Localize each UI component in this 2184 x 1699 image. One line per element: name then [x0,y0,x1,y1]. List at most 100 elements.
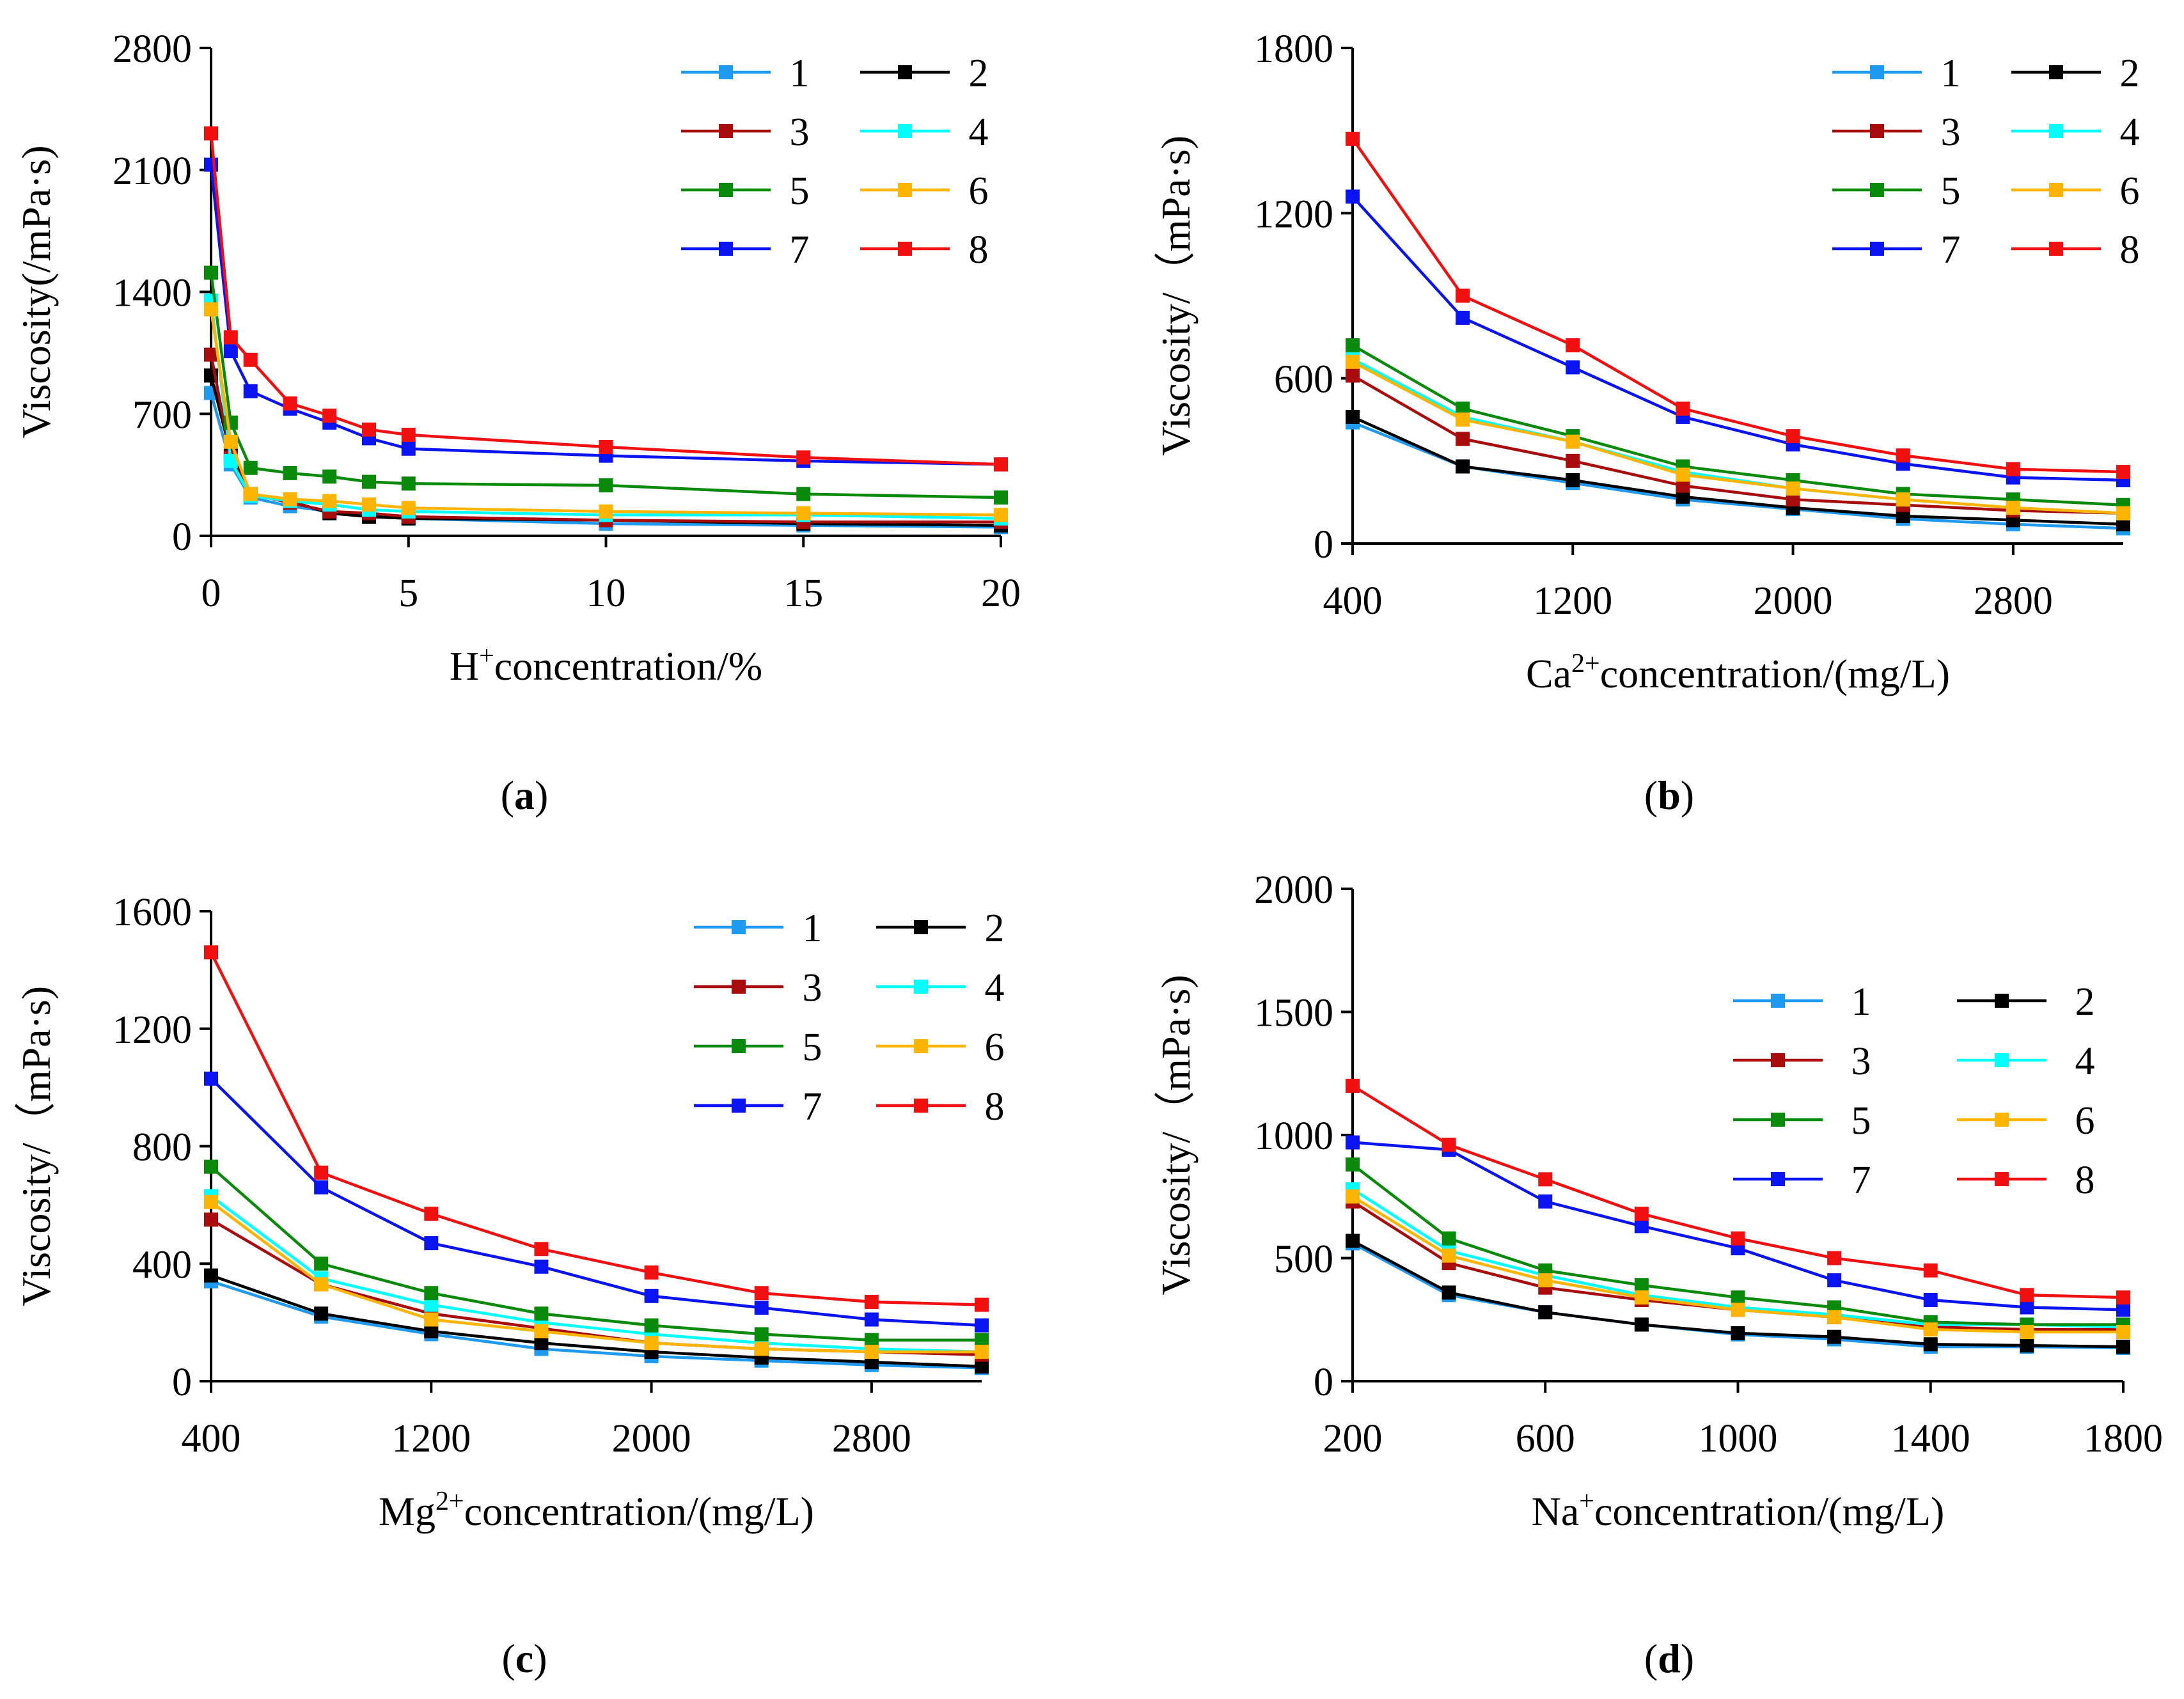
legend-marker-4 [914,980,928,994]
data-point-4 [223,453,238,468]
data-point-5 [864,1333,879,1347]
data-point-8 [864,1294,879,1309]
data-point-6 [362,497,376,512]
data-point-8 [599,440,613,455]
data-point-6 [1731,1303,1745,1317]
data-point-2 [2116,517,2130,531]
data-point-7 [401,441,416,456]
data-point-5 [975,1333,989,1347]
data-point-6 [754,1342,769,1356]
data-point-7 [1346,189,1360,204]
caption-letter: c [515,1636,533,1681]
caption-open: ( [1644,772,1658,818]
legend-label-4: 4 [2120,111,2140,154]
data-point-4 [424,1297,439,1312]
x-axis-label-charge: 2+ [436,1487,464,1516]
data-point-7 [1456,310,1470,325]
chart-panel-c: 0 400 800 1200 1600 400 1200 2000 2800 Viscosity/… [13,891,1005,1681]
data-point-5 [243,460,258,475]
data-point-5 [322,469,337,484]
series-line-1 [210,1280,982,1370]
x-axis-label-text: concentration/(mg/L) [1600,651,1950,696]
data-point-2 [1634,1317,1649,1332]
data-point-2 [1896,508,1910,523]
y-tick-label: 500 [1274,1238,1333,1281]
data-point-6 [322,494,337,508]
legend-marker-4 [1995,1053,2009,1067]
x-axis-label: Na+concentration/(mg/L) [1532,1487,1945,1534]
series-line-8 [1351,137,2124,474]
data-point-3 [1456,432,1470,446]
legend-label-7: 7 [803,1085,822,1129]
data-point-5 [424,1286,439,1301]
x-tick-label: 2000 [612,1417,691,1460]
x-tick-label: 20 [981,572,1021,615]
data-point-8 [1634,1207,1649,1221]
data-point-5 [401,476,416,491]
legend-marker-1 [719,65,733,79]
data-point-3 [1566,453,1580,468]
data-point-8 [644,1265,659,1280]
data-point-7 [1346,1135,1360,1150]
legend-marker-3 [719,124,733,138]
data-point-6 [1676,467,1690,482]
data-point-8 [2006,462,2020,476]
y-axis-label: Viscosity(/mPa·s) [13,145,59,438]
legend-marker-5 [732,1039,746,1053]
data-point-5 [1634,1278,1649,1292]
legend-marker-8 [914,1099,928,1113]
series-line-7 [210,1077,982,1327]
data-point-8 [1346,132,1360,146]
x-axis-label: H+concentration/% [450,641,762,689]
data-point-6 [1346,1189,1360,1204]
data-point-8 [401,427,416,442]
data-point-2 [1827,1329,1842,1344]
y-tick-label: 0 [172,515,192,559]
y-tick-label: 1200 [1254,192,1333,236]
series-line-8 [209,951,982,1306]
data-point-7 [1634,1219,1649,1233]
series-line-7 [209,164,1002,466]
data-point-7 [975,1318,989,1333]
legend-marker-1 [732,920,746,934]
legend-label-7: 7 [790,228,810,272]
legend-label-7: 7 [1941,228,1961,272]
x-axis-label: Mg2+concentration/(mg/L) [379,1487,814,1534]
x-axis-label: Ca2+concentration/(mg/L) [1526,649,1950,696]
data-point-6 [223,434,238,449]
data-point-8 [2020,1288,2034,1303]
data-point-2 [1566,473,1580,487]
data-point-6 [1634,1290,1649,1305]
data-point-5 [534,1306,549,1321]
legend-label-8: 8 [969,228,989,272]
legend-marker-3 [732,980,746,994]
data-point-8 [1676,402,1690,416]
caption-close: ) [1681,1636,1694,1681]
series-line-6 [210,1200,982,1354]
series-line-2 [1352,415,2124,526]
caption-close: ) [533,1636,547,1681]
y-tick-label: 2000 [1254,868,1333,912]
legend-label-8: 8 [985,1085,1005,1129]
data-point-3 [1786,492,1800,507]
data-point-8 [1566,338,1580,352]
data-point-6 [2116,506,2130,521]
series-line-5 [1351,344,2124,506]
data-point-3 [204,1212,218,1227]
data-point-6 [644,1336,659,1351]
data-point-2 [2116,1340,2130,1354]
data-point-7 [243,384,258,398]
legend-marker-6 [2049,183,2063,197]
data-point-6 [424,1312,439,1327]
data-point-8 [204,126,218,141]
data-point-6 [1896,492,1910,507]
data-point-2 [2020,1338,2034,1353]
legend-label-6: 6 [985,1026,1005,1069]
series-line-2 [210,1274,982,1368]
y-tick-label: 700 [132,393,192,437]
data-point-2 [534,1336,549,1351]
data-point-6 [1456,412,1470,427]
legend-marker-8 [2049,242,2063,256]
x-axis-label-text: concentration/(mg/L) [1594,1489,1944,1534]
series-line-4 [209,300,1002,520]
